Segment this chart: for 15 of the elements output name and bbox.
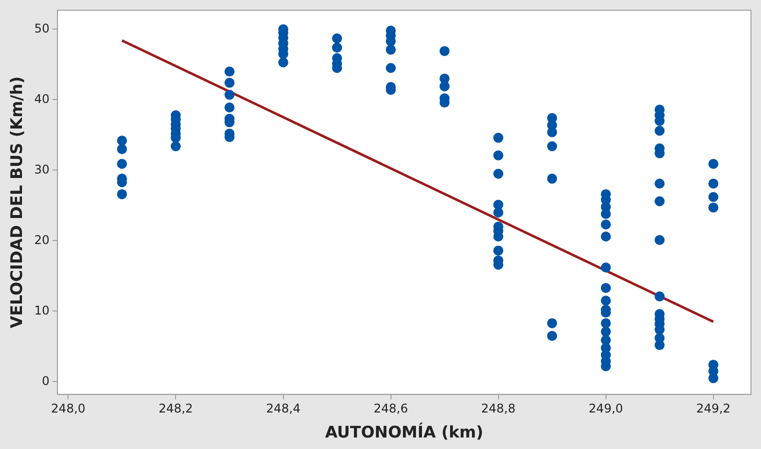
y-tick-label: 40 xyxy=(34,92,50,106)
x-tick-label: 249,0 xyxy=(588,402,624,416)
y-axis-title: VELOCIDAD DEL BUS (Km/h) xyxy=(6,76,26,328)
x-axis-title: AUTONOMÍA (km) xyxy=(325,422,484,442)
y-tick-label: 50 xyxy=(34,21,50,36)
y-tick-label: 20 xyxy=(34,232,50,247)
x-tick-label: 248,8 xyxy=(481,402,516,416)
y-tick-label: 10 xyxy=(34,303,50,318)
y-tick-label: 0 xyxy=(42,374,50,388)
x-tick-label: 248,6 xyxy=(374,402,408,416)
y-tick-label: 30 xyxy=(34,162,50,176)
x-tick-label: 248,0 xyxy=(51,402,86,416)
x-tick-label: 248,4 xyxy=(266,402,300,416)
x-tick-label: 249,2 xyxy=(696,402,731,416)
x-tick-label: 248,2 xyxy=(158,402,193,416)
